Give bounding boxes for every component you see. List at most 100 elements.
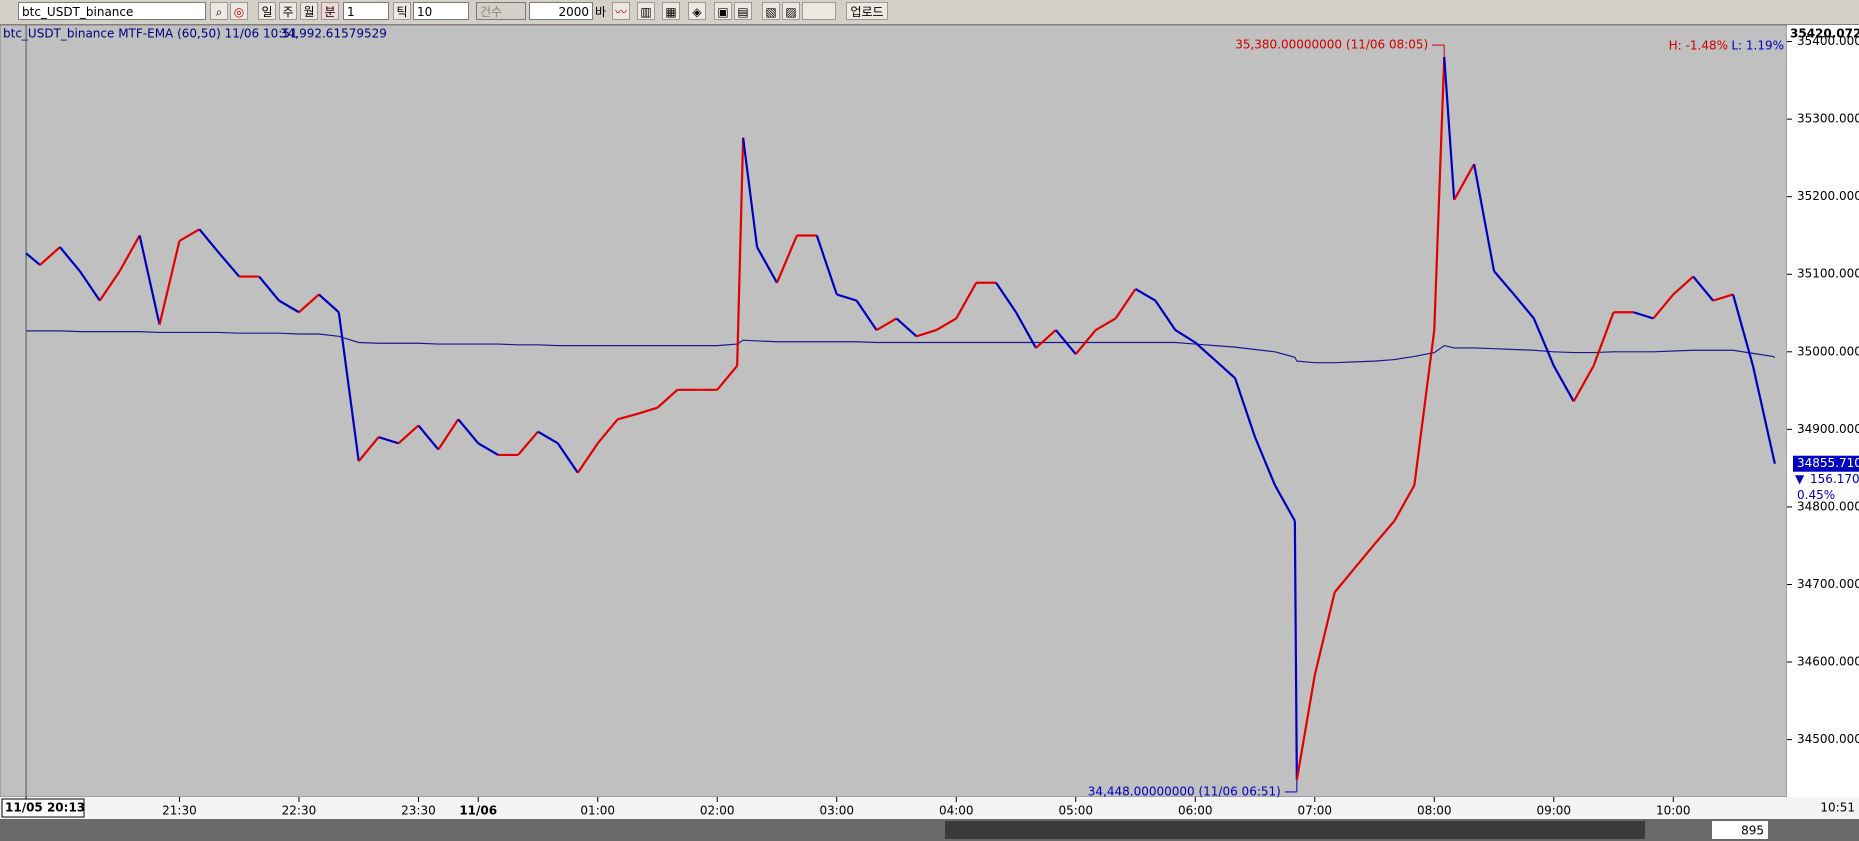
price-segment (742, 137, 759, 248)
search-button[interactable]: ⌕ (210, 2, 228, 20)
price-segment (1473, 163, 1496, 272)
tool-button[interactable]: ▨ (782, 2, 800, 20)
price-segment (736, 137, 745, 366)
price-segment (218, 252, 241, 278)
period-button[interactable]: 분 (321, 2, 339, 20)
count-select[interactable]: 건수 (476, 2, 526, 20)
tool-button[interactable]: ◈ (688, 2, 706, 20)
tool-button[interactable]: ▥ (637, 2, 655, 20)
toolbar: btc_USDT_binance ⌕ ◎ 일 주 월 분 1 틱 10 건수 2… (0, 0, 1859, 25)
price-segment (1652, 293, 1675, 320)
price-segment (258, 275, 280, 302)
price-segment (1453, 163, 1476, 201)
last-price-label: 34855.7100 (1797, 456, 1859, 470)
price-segment (437, 418, 460, 451)
price-segment (397, 424, 420, 445)
symbol-select[interactable]: btc_USDT_binance (18, 2, 206, 20)
price-segment (1592, 311, 1615, 367)
tool-button[interactable]: ▣ (714, 2, 732, 20)
price-segment (537, 430, 559, 445)
tick-select[interactable]: 10 (413, 2, 469, 20)
price-segment (1572, 365, 1595, 402)
tool-button[interactable]: ▦ (662, 2, 680, 20)
price-segment (1054, 329, 1077, 355)
annotation-label: 35,380.00000000 (11/06 08:05) (1235, 38, 1428, 52)
axis-top-label: 35420.072 (1790, 27, 1859, 41)
price-segment (617, 412, 638, 421)
tool-button[interactable] (802, 2, 836, 20)
count-input[interactable]: 2000 (529, 2, 593, 20)
price-segment (1194, 341, 1216, 362)
ema-line (26, 330, 1776, 364)
price-segment (1214, 359, 1236, 379)
period-button[interactable]: 월 (300, 2, 318, 20)
x-tick-label: 22:30 (282, 804, 317, 818)
price-segment (1234, 377, 1257, 438)
price-segment (596, 418, 619, 445)
tool-button[interactable]: 〰 (612, 2, 630, 20)
price-segment (59, 246, 81, 272)
high-change: H: -1.48% (1669, 39, 1728, 53)
y-tick-label: 34900.0000 (1797, 422, 1859, 436)
price-segment (517, 430, 539, 456)
price-segment (178, 228, 200, 242)
price-segment (1095, 317, 1117, 332)
x-tick-label: 09:00 (1536, 804, 1571, 818)
price-segment (278, 299, 300, 314)
price-segment (1493, 270, 1515, 296)
scroll-thumb[interactable] (945, 821, 1645, 839)
y-tick-label: 34500.0000 (1797, 732, 1859, 746)
position-box (1712, 821, 1768, 839)
x-axis-area (0, 797, 1859, 819)
price-segment (1413, 329, 1436, 486)
price-segment (1295, 675, 1316, 781)
period-button[interactable]: 주 (279, 2, 297, 20)
price-segment (357, 436, 380, 462)
price-segment (876, 317, 898, 332)
price-segment (378, 436, 399, 445)
price-segment (1751, 365, 1774, 456)
price-segment (337, 312, 360, 462)
tick-button[interactable]: 틱 (393, 2, 411, 20)
price-segment (935, 317, 957, 332)
price-segment (1393, 484, 1416, 522)
change-percent: 0.45% (1797, 488, 1835, 502)
y-axis-area (1787, 25, 1859, 797)
x-tick-label: 10:00 (1656, 804, 1691, 818)
price-segment (1273, 484, 1296, 522)
price-segment (855, 300, 878, 331)
interval-select[interactable]: 1 (343, 2, 389, 20)
price-segment (556, 442, 579, 474)
low-change: L: 1.19% (1731, 39, 1784, 53)
price-segment (1692, 275, 1714, 302)
price-segment (1313, 591, 1336, 676)
price-segment (1731, 294, 1755, 367)
price-segment (1443, 57, 1456, 200)
x-tick-label: 23:30 (401, 804, 436, 818)
price-segment (1771, 454, 1776, 464)
y-tick-label: 35000.0000 (1797, 344, 1859, 358)
price-segment (1253, 436, 1276, 486)
bar-label: 바 (595, 5, 607, 19)
price-segment (1035, 329, 1057, 349)
find-button[interactable]: ◎ (230, 2, 248, 20)
tool-button[interactable]: ▤ (734, 2, 752, 20)
upload-button[interactable]: 업로드 (846, 2, 888, 20)
position-value: 895 (1741, 824, 1764, 838)
period-button[interactable]: 일 (258, 2, 276, 20)
x-tick-label: 06:00 (1178, 804, 1213, 818)
x-end-label: 10:51 (1820, 801, 1855, 815)
price-segment (1293, 520, 1298, 780)
price-segment (815, 235, 838, 295)
price-segment (955, 282, 978, 319)
price-segment (1114, 288, 1137, 320)
price-segment (138, 235, 161, 325)
price-segment (1532, 318, 1555, 367)
y-tick-label: 34600.0000 (1797, 655, 1859, 669)
price-segment (916, 329, 937, 338)
y-tick-label: 34800.0000 (1797, 499, 1859, 513)
y-tick-label: 35300.0000 (1797, 112, 1859, 126)
tool-button[interactable]: ▧ (762, 2, 780, 20)
price-segment (25, 252, 41, 266)
